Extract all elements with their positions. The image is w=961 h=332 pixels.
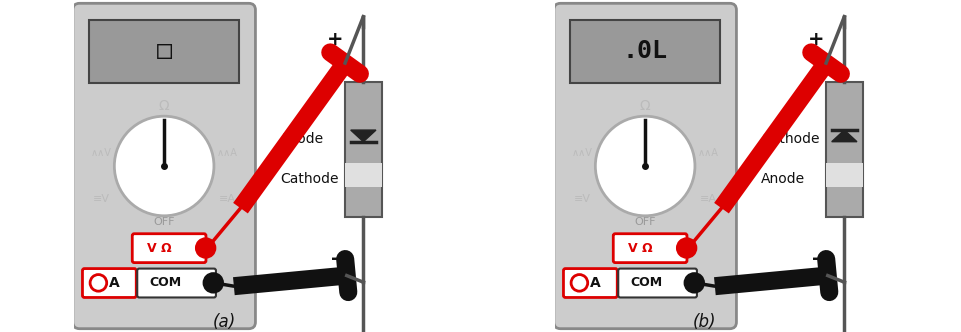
Text: (b): (b) <box>693 313 716 331</box>
Text: -: - <box>811 249 820 269</box>
Text: +: + <box>327 30 343 49</box>
Text: ≡V: ≡V <box>92 194 110 204</box>
Text: OFF: OFF <box>153 217 175 227</box>
FancyBboxPatch shape <box>612 234 686 263</box>
Circle shape <box>114 116 213 216</box>
Text: ∧∧A: ∧∧A <box>697 148 718 158</box>
Text: Cathode: Cathode <box>760 132 819 146</box>
Text: □: □ <box>157 40 171 63</box>
Text: A: A <box>109 276 119 290</box>
FancyBboxPatch shape <box>83 269 136 297</box>
Text: Anode: Anode <box>760 172 804 186</box>
FancyBboxPatch shape <box>137 269 215 297</box>
Text: ∧∧V: ∧∧V <box>90 148 111 158</box>
Text: V Ω: V Ω <box>628 241 652 255</box>
FancyBboxPatch shape <box>132 234 206 263</box>
Text: ≡A: ≡A <box>699 194 716 204</box>
Text: .0L: .0L <box>622 40 667 63</box>
Circle shape <box>571 275 587 291</box>
Bar <box>345 82 382 217</box>
Polygon shape <box>351 130 376 142</box>
Circle shape <box>677 239 695 257</box>
FancyBboxPatch shape <box>618 269 696 297</box>
Text: A: A <box>589 276 600 290</box>
Text: ≡V: ≡V <box>573 194 590 204</box>
FancyBboxPatch shape <box>73 3 256 329</box>
Text: ∧∧A: ∧∧A <box>216 148 237 158</box>
FancyBboxPatch shape <box>554 3 736 329</box>
Text: COM: COM <box>150 276 182 290</box>
Text: Anode: Anode <box>280 132 324 146</box>
Text: (a): (a) <box>212 313 235 331</box>
Circle shape <box>204 274 222 292</box>
Text: ≡A: ≡A <box>218 194 235 204</box>
Text: -: - <box>331 249 339 269</box>
Circle shape <box>595 116 694 216</box>
Text: ∧∧V: ∧∧V <box>571 148 592 158</box>
Text: Ω: Ω <box>159 99 169 113</box>
Bar <box>345 163 382 187</box>
Bar <box>825 82 862 217</box>
Text: Cathode: Cathode <box>280 172 338 186</box>
Text: OFF: OFF <box>633 217 655 227</box>
Bar <box>825 163 862 187</box>
Text: +: + <box>807 30 824 49</box>
Text: Ω: Ω <box>639 99 650 113</box>
Circle shape <box>90 275 107 291</box>
Bar <box>89 20 238 83</box>
Text: V Ω: V Ω <box>147 241 171 255</box>
Circle shape <box>196 239 214 257</box>
Circle shape <box>684 274 702 292</box>
Bar <box>570 20 719 83</box>
Polygon shape <box>831 130 856 142</box>
FancyBboxPatch shape <box>563 269 617 297</box>
Text: COM: COM <box>630 276 662 290</box>
